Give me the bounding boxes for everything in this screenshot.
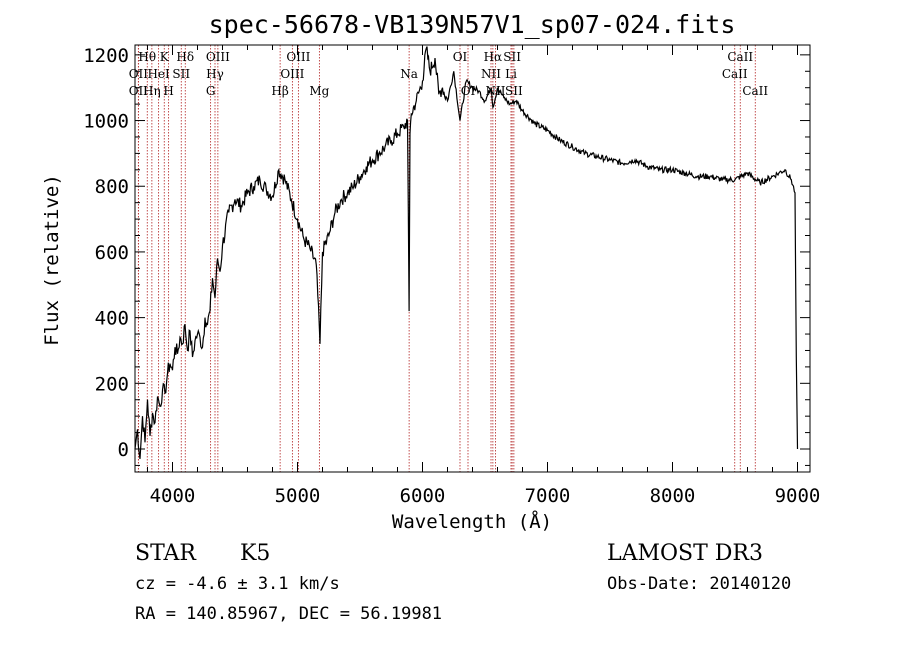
x-tick-label: 5000 xyxy=(275,485,321,507)
line-marker-label: Li xyxy=(505,67,517,81)
y-axis-ticks: 0 200 400 600 800 1000 1200 xyxy=(83,45,810,466)
line-marker-label: CaII xyxy=(722,67,748,81)
line-marker-label: CaII xyxy=(742,84,768,98)
line-marker-label: SII xyxy=(505,84,523,98)
line-marker-label: Hδ xyxy=(176,50,194,64)
x-tick-label: 7000 xyxy=(525,485,571,507)
x-tick-label: 4000 xyxy=(150,485,196,507)
plot-frame xyxy=(134,44,811,473)
obs-date: Obs-Date: 20140120 xyxy=(607,574,791,594)
line-marker-label: OIII xyxy=(286,50,310,64)
x-axis-ticks: 4000 5000 6000 7000 8000 9000 xyxy=(147,45,821,507)
line-marker-label: Hβ xyxy=(271,84,288,98)
x-tick-label: 8000 xyxy=(650,485,696,507)
line-marker-label: Hγ xyxy=(206,67,224,81)
survey-name: LAMOST DR3 xyxy=(607,541,763,566)
line-marker-label: Hη xyxy=(143,84,161,98)
line-marker-label: H xyxy=(163,84,173,98)
spectral-subclass: K5 xyxy=(240,541,270,566)
line-marker-label: Mg xyxy=(309,84,329,98)
line-marker-label: OIII xyxy=(280,67,304,81)
line-marker-label: OIII xyxy=(206,50,230,64)
line-marker-label: HeI xyxy=(147,67,170,81)
line-marker-label: NII xyxy=(486,84,506,98)
line-marker-label: SII xyxy=(503,50,521,64)
line-marker-label: NII xyxy=(481,67,501,81)
line-marker-label: Hα xyxy=(484,50,503,64)
x-tick-label: 6000 xyxy=(400,485,446,507)
spectrum-line xyxy=(134,46,799,459)
line-marker-label: CaII xyxy=(727,50,753,64)
y-tick-label: 0 xyxy=(118,439,129,461)
line-marker-label: K xyxy=(160,50,170,64)
line-marker-label: SII xyxy=(172,67,190,81)
y-tick-label: 1200 xyxy=(83,45,129,67)
line-marker-label: OII xyxy=(129,67,149,81)
y-tick-label: 1000 xyxy=(83,111,129,133)
x-tick-label: 9000 xyxy=(775,485,821,507)
object-class: STAR xyxy=(135,541,197,566)
y-axis-label: Flux (relative) xyxy=(41,174,63,346)
line-marker-label: OII xyxy=(129,84,149,98)
y-tick-label: 400 xyxy=(95,308,129,330)
line-marker-label: Na xyxy=(400,67,418,81)
x-axis-label: Wavelength (Å) xyxy=(392,510,552,533)
line-marker-label: G xyxy=(206,84,216,98)
y-tick-label: 200 xyxy=(95,373,129,395)
line-marker-group xyxy=(137,45,756,472)
coordinates: RA = 140.85967, DEC = 56.19981 xyxy=(135,604,442,624)
line-marker-label: Hθ xyxy=(138,50,156,64)
redshift-text: cz = -4.6 ± 3.1 km/s xyxy=(135,574,340,594)
line-marker-label: OI xyxy=(453,50,468,64)
chart-title: spec-56678-VB139N57V1_sp07-024.fits xyxy=(209,10,736,39)
y-tick-label: 600 xyxy=(95,242,129,264)
y-tick-label: 800 xyxy=(95,176,129,198)
